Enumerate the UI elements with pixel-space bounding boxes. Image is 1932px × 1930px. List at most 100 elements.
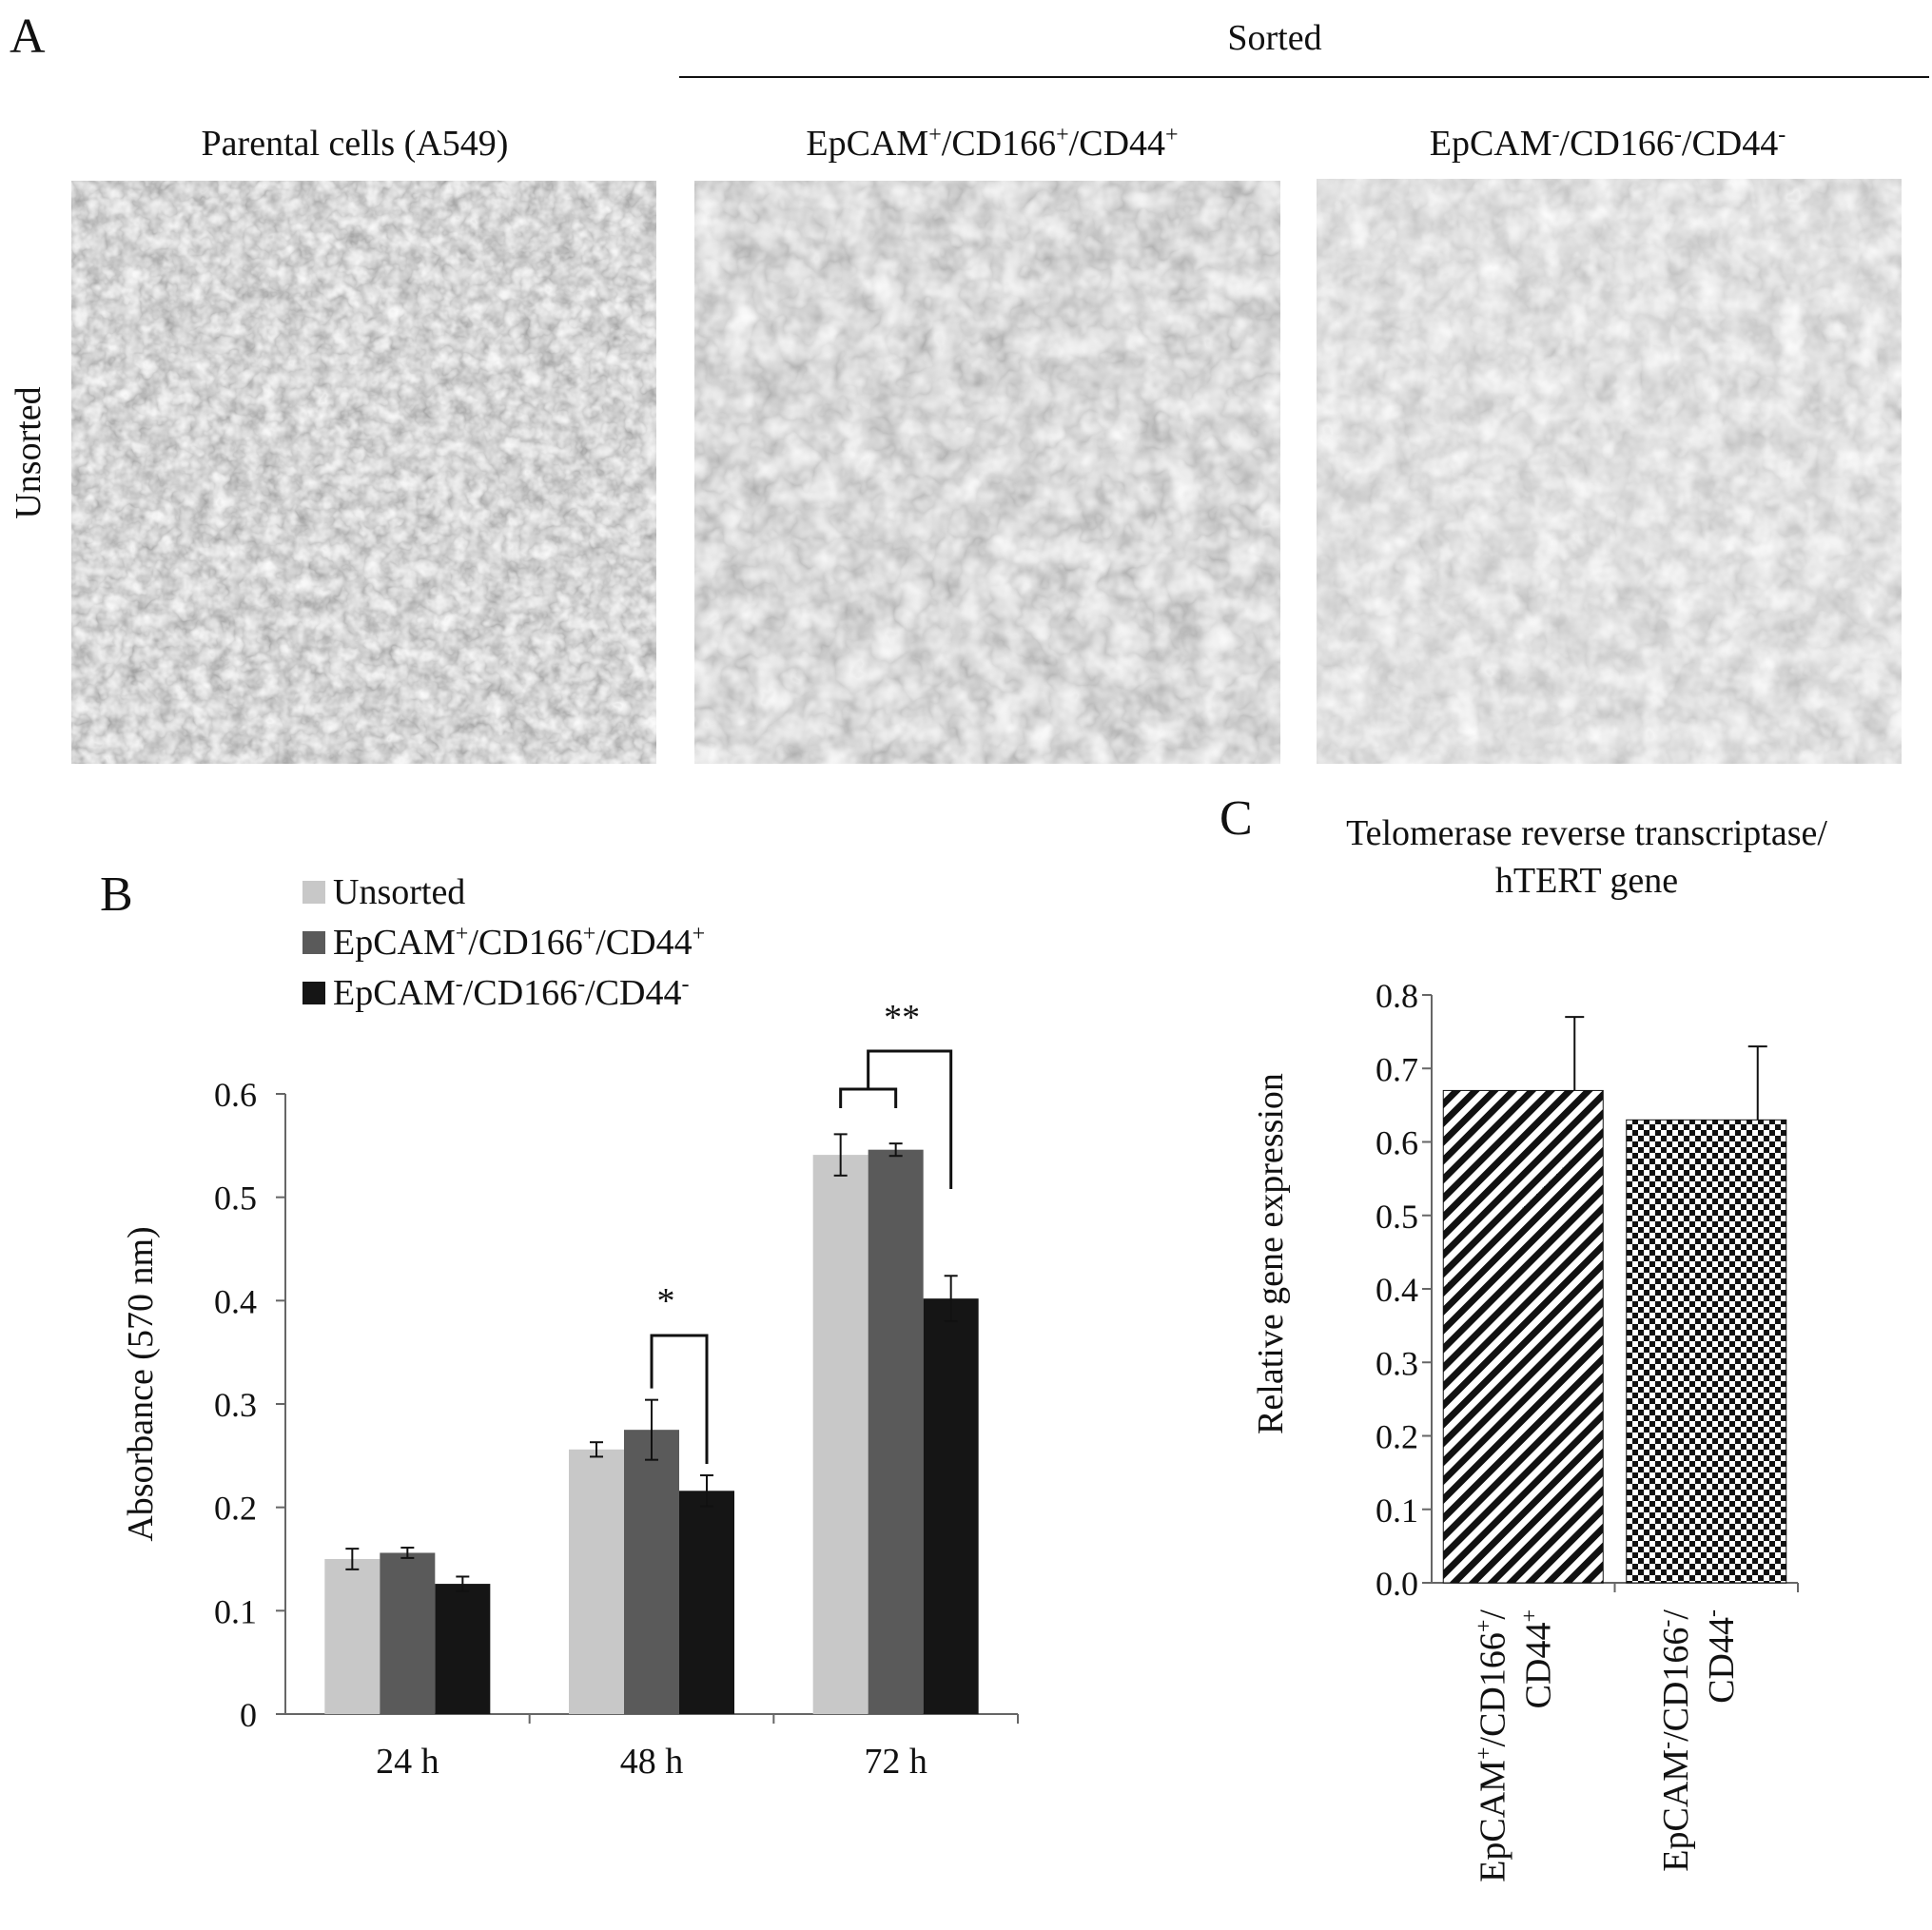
chart-b: 0 0.1 0.2 0.3 0.4 0.5 0.6 Absorbance (570 nm) 24…: [121, 872, 1019, 1782]
micrograph-title-positive: EpCAM+/CD166+/CD44+: [806, 123, 1178, 164]
legend-label-sup: +: [456, 922, 469, 946]
legend-label-part: /CD166: [463, 973, 577, 1013]
negative-title-part-1: EpCAM: [1430, 124, 1552, 164]
legend-label: EpCAM-/CD166-/CD44-: [333, 972, 690, 1013]
negative-title-part-3: /CD44: [1682, 124, 1778, 164]
y-tick-label: 0.6: [1376, 1124, 1418, 1162]
y-tick-label: 0.7: [1376, 1050, 1418, 1088]
micrograph-title-parental: Parental cells (A549): [202, 124, 509, 164]
legend-label-sup: -: [682, 972, 690, 997]
x-tick-label: EpCAM-/CD166-/: [1655, 1609, 1696, 1872]
micrograph-negative: [1317, 179, 1902, 764]
x-tick-label-part: /: [1473, 1609, 1512, 1620]
x-tick-label-sup: -: [1655, 1742, 1680, 1749]
bar: [624, 1430, 679, 1714]
positive-title-part-3: /CD44: [1069, 124, 1165, 164]
y-tick-label: 0.2: [1376, 1418, 1418, 1456]
significance-bracket: [867, 1049, 953, 1189]
negative-title-sup-1: -: [1552, 123, 1560, 147]
negative-title-sup-3: -: [1778, 123, 1786, 147]
y-tick-label: 0.0: [1376, 1565, 1418, 1603]
legend-label-sup: -: [456, 972, 463, 997]
legend-label-sup: +: [583, 922, 596, 946]
x-tick-label: 24 h: [376, 1742, 439, 1782]
micrograph-parental: [71, 181, 656, 764]
legend-label: Unsorted: [333, 872, 465, 912]
y-tick-label: 0.3: [214, 1386, 257, 1424]
unsorted-row-label: Unsorted: [9, 386, 49, 518]
x-tick-label-sup: -: [1655, 1620, 1680, 1628]
x-tick-label: CD44-: [1701, 1609, 1742, 1704]
y-tick-label: 0.4: [214, 1282, 257, 1320]
bar: [868, 1149, 924, 1714]
significance-label: *: [657, 1281, 675, 1321]
x-tick-label-part: EpCAM: [1473, 1760, 1512, 1882]
bar: [923, 1298, 979, 1714]
x-tick-label-sup: +: [1472, 1620, 1496, 1633]
y-tick-label: 0.5: [214, 1179, 257, 1218]
panel-a-letter: A: [10, 10, 46, 64]
legend-label-part: EpCAM: [333, 923, 456, 963]
legend-swatch: [302, 881, 325, 904]
chart-c: Telomerase reverse transcriptase/hTERT g…: [1251, 813, 1827, 1882]
x-tick-label-part: CD44: [1518, 1623, 1558, 1709]
y-tick-label: 0.1: [214, 1592, 257, 1630]
negative-title-sup-2: -: [1674, 123, 1682, 147]
legend-label-sup: +: [693, 922, 706, 946]
positive-title-sup-2: +: [1056, 123, 1069, 147]
y-tick-label: 0.4: [1376, 1271, 1418, 1309]
x-tick-label-part: /CD166: [1473, 1632, 1512, 1746]
legend-swatch: [302, 931, 325, 954]
y-tick-label: 0.5: [1376, 1198, 1418, 1236]
bar: [324, 1559, 381, 1714]
legend-swatch: [302, 982, 325, 1004]
y-axis-label: Relative gene expression: [1251, 1073, 1291, 1434]
y-tick-label: 0.6: [214, 1076, 257, 1114]
panel-b-letter: B: [100, 868, 133, 922]
legend-label: EpCAM+/CD166+/CD44+: [333, 922, 705, 963]
bar: [569, 1449, 624, 1714]
x-tick-label: 48 h: [620, 1742, 684, 1782]
bar: [812, 1155, 868, 1714]
x-tick-label-sup: +: [1517, 1609, 1542, 1623]
x-tick-label-part: /: [1656, 1609, 1696, 1620]
y-tick-label: 0.1: [1376, 1491, 1418, 1530]
x-tick-label: CD44+: [1517, 1609, 1558, 1708]
y-axis-label: Absorbance (570 nm): [121, 1226, 161, 1541]
x-tick-label-part: CD44: [1702, 1617, 1742, 1704]
x-tick-label: EpCAM+/CD166+/: [1472, 1609, 1512, 1882]
legend-label-part: /CD166: [468, 923, 582, 963]
bar: [435, 1584, 491, 1714]
x-tick-label-sup: +: [1472, 1746, 1496, 1760]
bar: [380, 1552, 436, 1714]
positive-title-sup-3: +: [1165, 123, 1179, 147]
bar: [1626, 1119, 1787, 1584]
bar: [1442, 1089, 1604, 1584]
y-tick-label: 0.2: [214, 1490, 257, 1528]
x-tick-label-part: /CD166: [1656, 1628, 1696, 1742]
sorted-group-label: Sorted: [1227, 18, 1321, 58]
significance-bracket: [839, 1087, 898, 1108]
significance-label: **: [884, 998, 920, 1038]
legend-label-part: /CD44: [595, 923, 692, 963]
y-tick-label: 0.3: [1376, 1344, 1418, 1382]
x-tick-label: 72 h: [864, 1742, 927, 1782]
significance-bracket: [650, 1334, 709, 1464]
positive-title-part-1: EpCAM: [806, 124, 928, 164]
negative-title-part-2: /CD166: [1560, 124, 1674, 164]
chart-c-title: Telomerase reverse transcriptase/: [1346, 813, 1827, 853]
legend-label-part: Unsorted: [333, 872, 465, 912]
legend-label-part: EpCAM: [333, 973, 456, 1013]
micrograph-title-negative: EpCAM-/CD166-/CD44-: [1430, 123, 1786, 164]
x-tick-label-part: EpCAM: [1656, 1749, 1696, 1872]
x-tick-label-sup: -: [1701, 1609, 1726, 1617]
positive-title-sup-1: +: [928, 123, 942, 147]
legend-label-part: /CD44: [585, 973, 681, 1013]
y-tick-label: 0: [240, 1696, 257, 1734]
chart-c-title: hTERT gene: [1495, 861, 1678, 901]
bar: [679, 1491, 734, 1714]
y-tick-label: 0.8: [1376, 977, 1418, 1015]
legend-label-sup: -: [577, 972, 585, 997]
positive-title-part-2: /CD166: [942, 124, 1056, 164]
